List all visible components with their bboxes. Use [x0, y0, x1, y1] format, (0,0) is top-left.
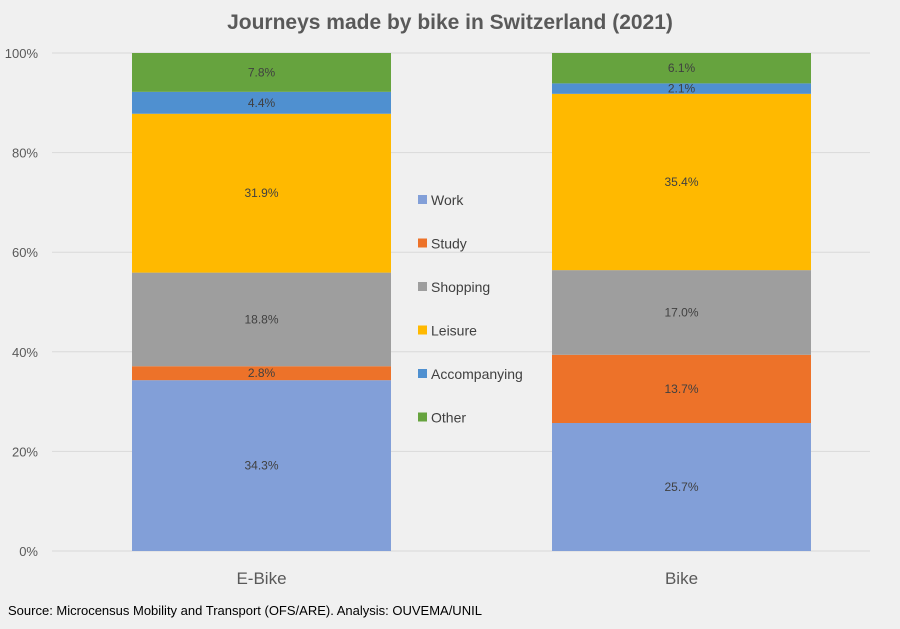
data-label: 25.7% — [664, 480, 698, 494]
legend-swatch — [418, 282, 427, 291]
bar-segment-leisure — [552, 93, 811, 271]
bar-segment-work — [132, 380, 391, 551]
legend-swatch — [418, 412, 427, 422]
data-label: 34.3% — [244, 459, 278, 473]
data-label: 6.1% — [668, 61, 696, 75]
data-label: 2.1% — [668, 82, 696, 96]
bar-segment-shopping — [552, 270, 811, 355]
source-note: Source: Microcensus Mobility and Transpo… — [8, 603, 482, 618]
bar-segment-accompanying — [132, 91, 391, 114]
legend-swatch — [418, 369, 427, 378]
bar-segment-study — [132, 366, 391, 381]
legend-swatch — [418, 325, 427, 335]
y-tick-label: 60% — [12, 245, 38, 260]
legend-label: Shopping — [431, 279, 490, 295]
legend-label: Study — [431, 236, 467, 252]
data-label: 31.9% — [244, 186, 278, 200]
data-label: 17.0% — [664, 305, 698, 319]
bar-segment-accompanying — [552, 83, 811, 94]
chart-title: Journeys made by bike in Switzerland (20… — [227, 11, 673, 34]
legend-label: Work — [431, 192, 464, 208]
data-label: 18.8% — [244, 312, 278, 326]
y-tick-label: 80% — [12, 146, 38, 161]
data-label: 4.4% — [248, 96, 276, 110]
legend-label: Leisure — [431, 323, 477, 339]
bar-segment-work — [552, 423, 811, 551]
data-label: 2.8% — [248, 366, 276, 380]
y-tick-label: 40% — [12, 345, 38, 360]
bar-segment-shopping — [132, 272, 391, 367]
data-label: 13.7% — [664, 382, 698, 396]
x-category-label: Bike — [665, 569, 698, 588]
legend-label: Other — [431, 410, 466, 426]
legend-label: Accompanying — [431, 366, 523, 382]
y-tick-label: 20% — [12, 444, 38, 459]
y-tick-label: 100% — [5, 46, 39, 61]
data-label: 7.8% — [248, 65, 276, 79]
data-label: 35.4% — [664, 175, 698, 189]
legend-swatch — [418, 238, 427, 248]
bar-segment-other — [132, 53, 391, 92]
bar-segment-leisure — [132, 113, 391, 273]
x-category-label: E-Bike — [236, 569, 286, 588]
legend-swatch — [418, 195, 427, 204]
bar-segment-other — [552, 53, 811, 84]
bar-segment-study — [552, 354, 811, 424]
y-tick-label: 0% — [19, 544, 38, 559]
